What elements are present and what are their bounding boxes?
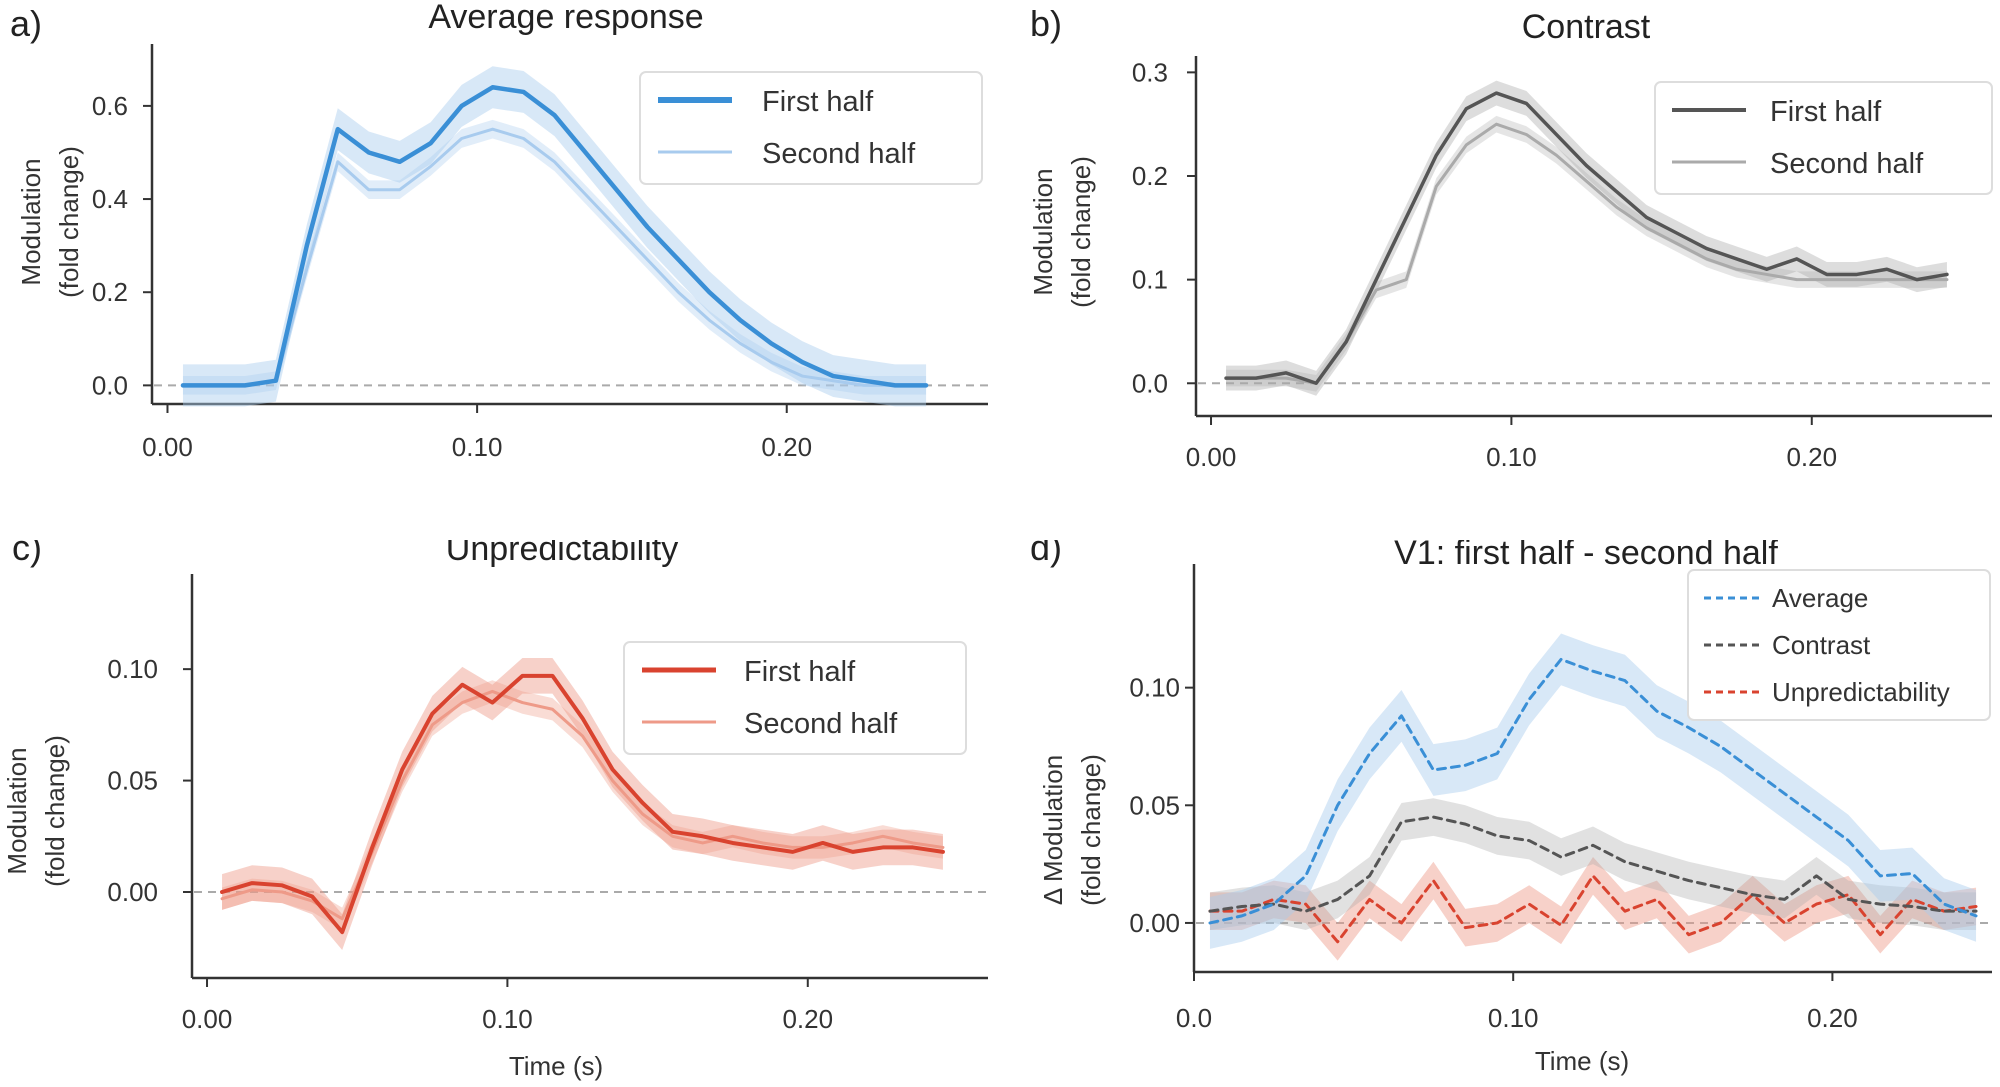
x-axis-label: Time (s) — [509, 1051, 603, 1081]
legend-label-first-half: First half — [1770, 96, 1882, 128]
y-axis-label-line2: (fold change) — [1076, 754, 1106, 906]
series-line-second-half — [220, 689, 945, 921]
y-axis-label-line1: Modulation — [1028, 168, 1058, 295]
legend-label-second-half: Second half — [1770, 148, 1924, 180]
x-tick-label: 0.20 — [782, 1004, 833, 1034]
series-line-first-half — [180, 85, 929, 388]
series-line-first-half — [220, 673, 945, 935]
x-tick-label: 0.00 — [1186, 442, 1237, 472]
y-axis-label-line2: (fold change) — [40, 735, 70, 887]
y-axis-label-line1: Modulation — [16, 158, 46, 285]
panel-title: Average response — [428, 0, 703, 36]
legend-frame — [1687, 569, 1991, 721]
x-axis-label: Time (s) — [1535, 1046, 1629, 1076]
panel-label: d) — [1030, 540, 1062, 568]
y-tick-label: 0.05 — [107, 766, 158, 796]
series-band-second-half — [222, 680, 943, 930]
y-tick-label: 0.10 — [1129, 673, 1180, 703]
legend-label-average: Average — [1772, 583, 1868, 613]
y-tick-label: 0.0 — [1132, 368, 1168, 398]
series-line-first-half — [1224, 91, 1949, 386]
legend-label-unpredictability: Unpredictability — [1772, 677, 1950, 707]
x-tick-label: 0.20 — [1807, 1003, 1858, 1033]
panel-a: a) Average response Modulation (fold cha… — [10, 0, 988, 462]
plot-area: 0.00 0.05 0.10 0.0 0.10 0.20 — [1129, 564, 1992, 1033]
series-line-second-half — [181, 127, 928, 387]
legend-label-second-half: Second half — [744, 708, 898, 740]
legend-label-first-half: First half — [762, 86, 874, 118]
x-tick-label: 0.20 — [1786, 442, 1837, 472]
y-tick-label: 0.00 — [1129, 908, 1180, 938]
panel-label: a) — [10, 3, 42, 44]
legend-label-second-half: Second half — [762, 138, 916, 170]
plot-area: 0.00 0.05 0.10 0.00 0.10 0.20 — [107, 574, 988, 1034]
x-tick-label: 0.10 — [1486, 442, 1537, 472]
y-tick-label: 0.05 — [1129, 790, 1180, 820]
series-band-unpredictability — [1209, 857, 1977, 961]
x-tick-label: 0.00 — [142, 432, 193, 462]
x-tick-label: 0.10 — [452, 432, 503, 462]
y-axis-label-line1: Modulation — [2, 747, 32, 874]
y-tick-label: 0.10 — [107, 654, 158, 684]
y-tick-label: 0.4 — [92, 184, 128, 214]
x-tick-label: 0.10 — [482, 1004, 533, 1034]
series-line-unpredictability — [1208, 874, 1978, 944]
panel-label: c) — [12, 540, 42, 568]
panel-title: Contrast — [1522, 8, 1651, 46]
panel-d: d) V1: first half - second half Δ Modula… — [1030, 540, 1992, 1076]
x-tick-label: 0.20 — [761, 432, 812, 462]
y-axis-label-line2: (fold change) — [54, 146, 84, 298]
series-line-average — [1208, 657, 1978, 925]
y-tick-label: 0.1 — [1132, 265, 1168, 295]
plot-area: 0.0 0.2 0.4 0.6 0.00 0.10 0.20 — [92, 44, 988, 462]
legend: Average Contrast Unpredictability — [1687, 569, 1991, 721]
legend-label-contrast: Contrast — [1772, 630, 1871, 660]
y-axis-label-line1: Δ Modulation — [1038, 755, 1068, 905]
x-tick-label: 0.0 — [1176, 1003, 1212, 1033]
legend: First half Second half — [623, 641, 967, 755]
plot-area: 0.0 0.1 0.2 0.3 0.00 0.10 0.20 — [1132, 56, 1992, 472]
y-tick-label: 0.0 — [92, 370, 128, 400]
x-tick-label: 0.00 — [182, 1004, 233, 1034]
series-band-average — [1209, 633, 1977, 949]
y-axis-label-line2: (fold change) — [1066, 156, 1096, 308]
y-tick-label: 0.3 — [1132, 57, 1168, 87]
legend: First half Second half — [639, 71, 983, 185]
y-tick-label: 0.2 — [1132, 161, 1168, 191]
legend: First half Second half — [1654, 81, 1993, 195]
y-tick-label: 0.2 — [92, 277, 128, 307]
panel-b: b) Contrast Modulation (fold change) 0.0… — [1028, 3, 1993, 472]
x-tick-label: 0.10 — [1488, 1003, 1539, 1033]
legend-label-first-half: First half — [744, 656, 856, 688]
panel-c: c) Unpredictability Modulation (fold cha… — [2, 540, 988, 1081]
y-tick-label: 0.00 — [107, 877, 158, 907]
y-tick-label: 0.6 — [92, 91, 128, 121]
panel-title: V1: first half - second half — [1394, 540, 1778, 572]
panel-label: b) — [1030, 3, 1062, 44]
panel-title: Unpredictability — [446, 540, 678, 568]
series-line-contrast — [1208, 815, 1978, 913]
